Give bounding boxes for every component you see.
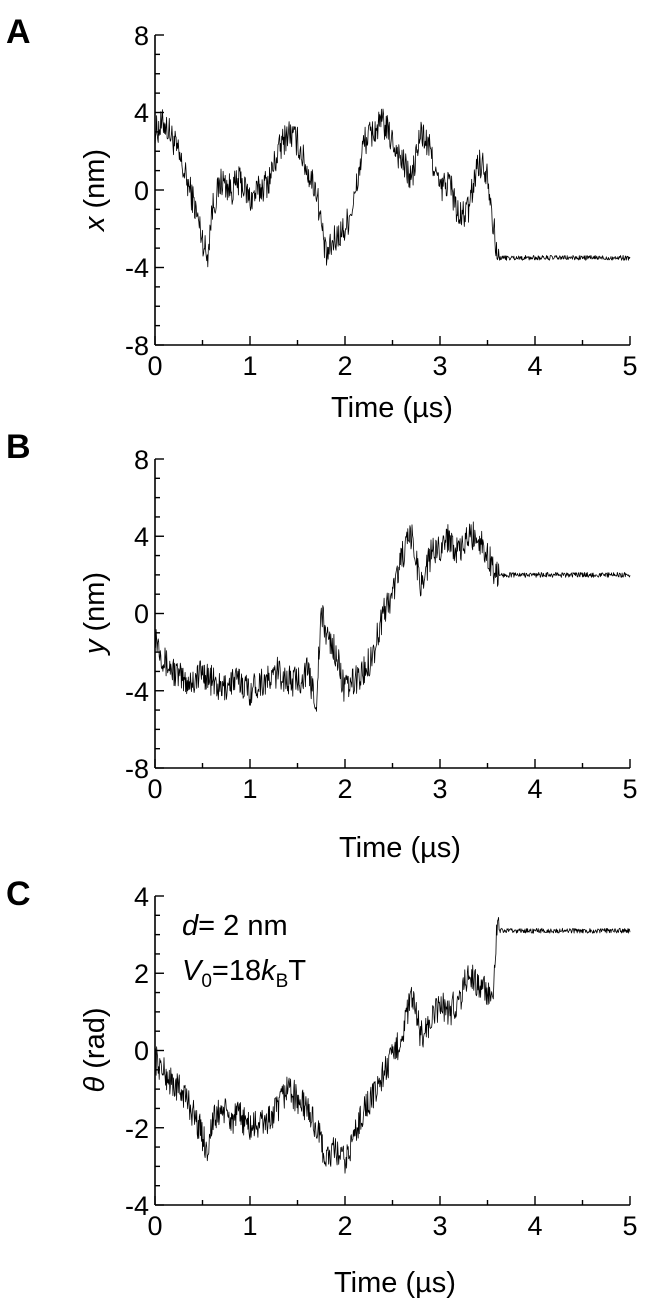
panel-b: B 0 1 2 3 4 5 -8 -4 0 4 8 Time (µs) y (n… <box>6 428 638 864</box>
x-tick-labels: 0 1 2 3 4 5 <box>147 774 637 804</box>
annotation-distance: d= 2 nm <box>182 910 288 942</box>
y-tick-label: 4 <box>134 882 149 912</box>
y-tick-label: -4 <box>125 253 149 283</box>
y-tick-label: 0 <box>134 599 149 629</box>
y-tick-label: -8 <box>125 331 149 361</box>
x-tick-label: 4 <box>527 351 542 381</box>
y-axis-label: y (nm) <box>79 572 111 656</box>
annotation-potential-v-sub: 0 <box>201 971 212 992</box>
x-axis-label: Time (µs) <box>334 1267 456 1299</box>
x-tick-label: 4 <box>527 1211 542 1241</box>
x-tick-labels: 0 1 2 3 4 5 <box>147 351 637 381</box>
y-tick-label: -8 <box>125 754 149 784</box>
annotation-potential-v: V <box>182 955 204 987</box>
annotation-distance-symbol: d <box>182 910 199 942</box>
y-tick-labels: -8 -4 0 4 8 <box>125 21 149 361</box>
y-axis-label-unit: (rad) <box>79 1007 111 1076</box>
x-axis-label: Time (µs) <box>331 392 453 424</box>
x-tick-label: 5 <box>622 351 637 381</box>
annotation-distance-value: = 2 nm <box>198 910 287 942</box>
x-tick-label: 1 <box>242 351 257 381</box>
y-tick-label: -4 <box>125 1191 149 1221</box>
x-tick-label: 5 <box>622 1211 637 1241</box>
x-tick-label: 1 <box>242 1211 257 1241</box>
x-tick-label: 2 <box>337 1211 352 1241</box>
y-tick-labels: -4 -2 0 2 4 <box>125 882 149 1221</box>
y-axis-label: θ (rad) <box>79 1007 111 1092</box>
y-axis-label-symbol: x <box>79 215 111 233</box>
y-tick-labels: -8 -4 0 4 8 <box>125 445 149 784</box>
panel-a: A 0 1 2 3 4 5 -8 -4 0 4 8 Time (µs) x (n… <box>6 13 638 424</box>
y-axis-label-unit: (nm) <box>79 149 111 217</box>
y-tick-label: 0 <box>134 1036 149 1066</box>
x-tick-label: 0 <box>147 774 162 804</box>
series-line <box>154 917 631 1174</box>
x-axis-label: Time (µs) <box>339 832 461 864</box>
y-axis-label-unit: (nm) <box>79 572 111 640</box>
x-tick-label: 3 <box>432 351 447 381</box>
series-line <box>154 108 631 268</box>
y-tick-label: 2 <box>134 959 149 989</box>
x-tick-label: 0 <box>147 1211 162 1241</box>
x-tick-label: 5 <box>622 774 637 804</box>
y-tick-label: 4 <box>134 98 149 128</box>
y-tick-label: 0 <box>134 176 149 206</box>
panel-letter-c: C <box>6 875 31 913</box>
y-axis-label-symbol: θ <box>79 1077 111 1093</box>
annotation-potential: V0=18kBT <box>182 955 306 992</box>
series-line <box>154 521 631 712</box>
panel-c: C 0 1 2 3 4 5 -4 -2 0 2 4 Time (µs) θ (r… <box>6 875 638 1299</box>
x-tick-label: 3 <box>432 1211 447 1241</box>
x-tick-labels: 0 1 2 3 4 5 <box>147 1211 637 1241</box>
y-tick-label: 8 <box>134 445 149 475</box>
y-tick-label: -2 <box>125 1114 149 1144</box>
x-tick-label: 3 <box>432 774 447 804</box>
panel-letter-b: B <box>6 428 31 466</box>
y-axis-label-symbol: y <box>79 638 111 656</box>
x-tick-label: 0 <box>147 351 162 381</box>
panel-letter-a: A <box>6 13 31 51</box>
annotation-potential-t: T <box>288 955 306 987</box>
tick-marks <box>154 458 631 769</box>
y-tick-label: -4 <box>125 677 149 707</box>
x-tick-label: 1 <box>242 774 257 804</box>
y-axis-label: x (nm) <box>79 149 111 233</box>
tick-marks <box>154 895 631 1206</box>
x-tick-label: 2 <box>337 774 352 804</box>
x-tick-label: 4 <box>527 774 542 804</box>
y-tick-label: 4 <box>134 522 149 552</box>
y-tick-label: 8 <box>134 21 149 51</box>
annotation-potential-value: =18 <box>212 955 261 987</box>
annotation-potential-k-sub: B <box>276 971 289 992</box>
annotation-potential-k: k <box>261 955 277 987</box>
x-tick-label: 2 <box>337 351 352 381</box>
